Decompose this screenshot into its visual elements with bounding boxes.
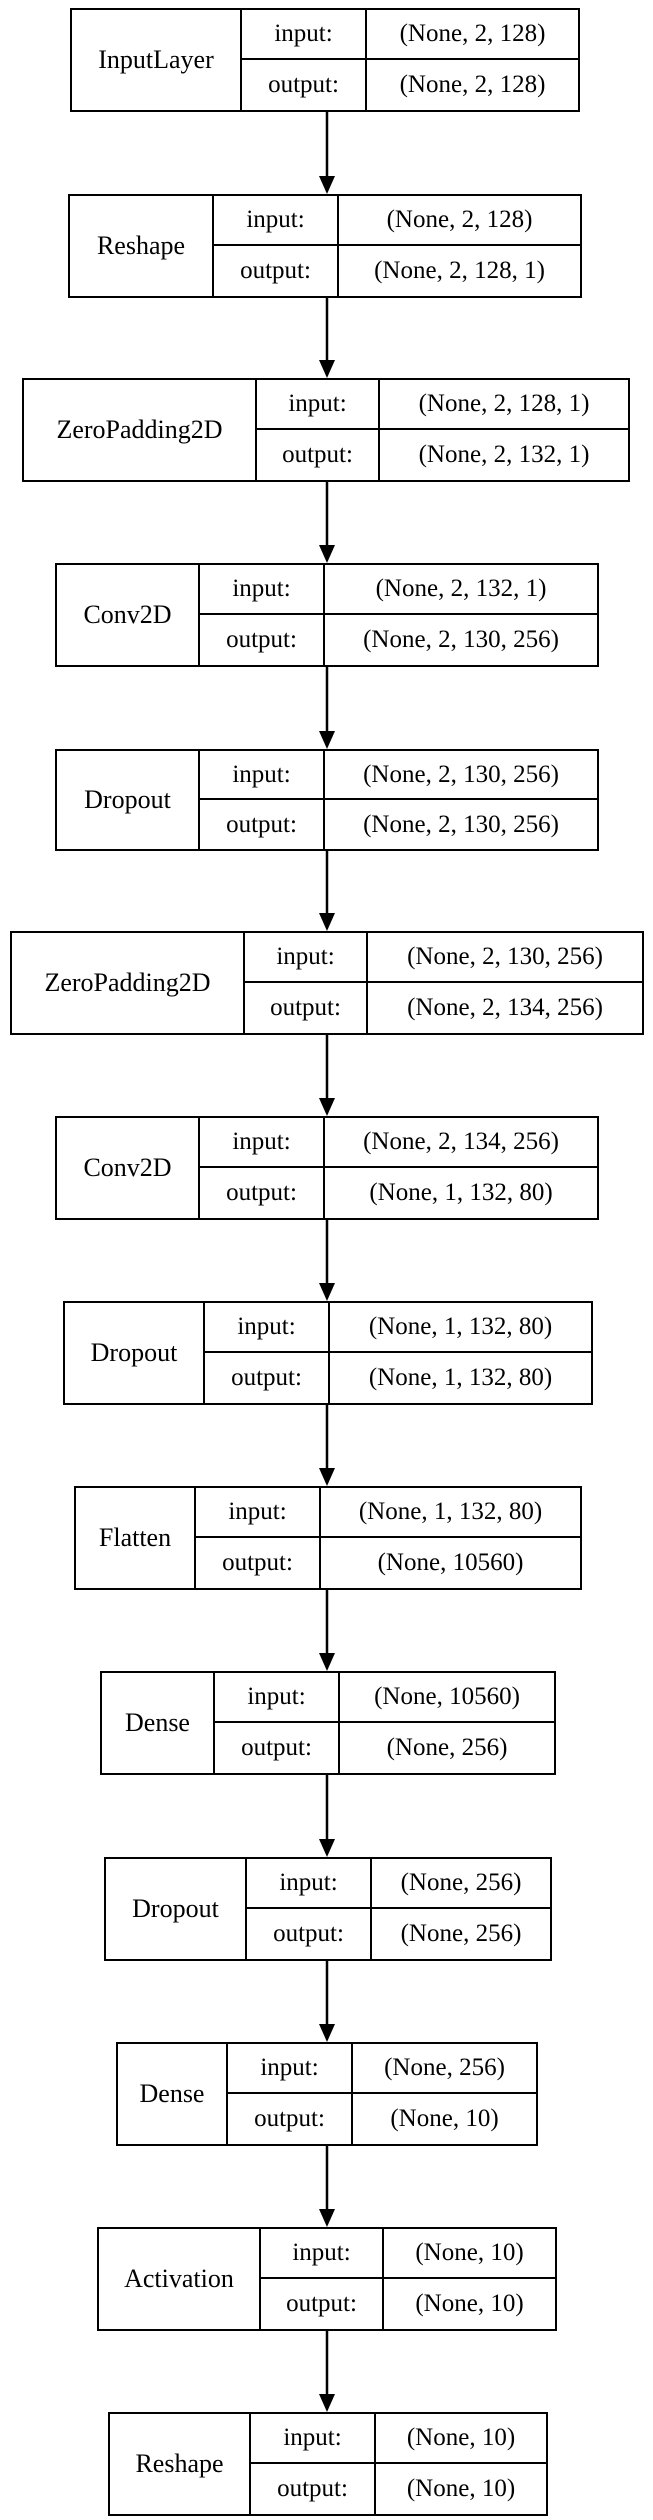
input-shape: (None, 2, 128) [367, 10, 578, 60]
input-shape: (None, 256) [372, 1859, 550, 1909]
layer-name: InputLayer [72, 10, 242, 110]
input-label: input: [200, 751, 325, 800]
arrowhead-icon [319, 360, 335, 378]
layer-node: Dropout input: (None, 2, 130, 256) output:(… [55, 749, 599, 851]
arrowhead-icon [319, 913, 335, 931]
input-shape: (None, 256) [353, 2044, 536, 2094]
layer-name: Reshape [70, 196, 214, 296]
layer-node: Dense input: (None, 256) output: (None, 10) [116, 2042, 538, 2146]
output-label: output: [214, 246, 339, 296]
layer-name: Dropout [57, 751, 200, 849]
input-label: input: [215, 1673, 340, 1723]
layer-name: Dense [102, 1673, 215, 1773]
output-shape: (None, 256) [386, 1734, 508, 1761]
layer-name: ZeroPadding2D [12, 933, 245, 1033]
layer-name: Dense [118, 2044, 228, 2144]
input-shape: (None, 2, 128) [339, 196, 580, 246]
input-label: input: [242, 10, 367, 60]
layer-node: ZeroPadding2D input: (None, 2, 128, 1) outp… [22, 378, 630, 482]
layer-name: ZeroPadding2D [24, 380, 257, 480]
output-label: output: [215, 1723, 340, 1773]
arrowhead-icon [319, 2209, 335, 2227]
input-shape: (None, 10560) [340, 1673, 554, 1723]
layer-node: Dropout input: (None, 256) output: (None, 25… [104, 1857, 552, 1961]
input-label: input: [261, 2229, 384, 2279]
output-shape: (None, 2, 134, 256) [407, 994, 603, 1021]
arrowhead-icon [319, 2394, 335, 2412]
output-label: output: [200, 615, 325, 665]
input-label: input: [200, 1118, 325, 1168]
output-shape: (None, 256) [400, 1920, 522, 1947]
layer-name: Flatten [76, 1488, 196, 1588]
input-shape: (None, 2, 130, 256) [325, 751, 597, 800]
output-shape: (None, 2, 130, 256) [363, 810, 559, 838]
arrowhead-icon [319, 545, 335, 563]
layer-name: Conv2D [57, 1118, 200, 1218]
input-label: input: [228, 2044, 353, 2094]
output-shape: (None, 2, 128, 1) [374, 257, 545, 284]
input-shape: (None, 10) [376, 2414, 546, 2464]
output-label: output: [228, 2094, 353, 2144]
input-label: input: [245, 933, 368, 983]
output-shape: (None, 10) [415, 2290, 524, 2317]
output-shape: (None, 2, 132, 1) [418, 441, 590, 468]
arrowhead-icon [319, 1098, 335, 1116]
layer-name: Reshape [110, 2414, 251, 2514]
layer-node: Dense input: (None, 10560) output: (None, 25… [100, 1671, 556, 1775]
input-shape: (None, 2, 134, 256) [325, 1118, 597, 1168]
output-shape: (None, 1, 132, 80) [368, 1364, 553, 1391]
arrowhead-icon [319, 1653, 335, 1671]
output-shape: (None, 2, 130, 256) [363, 626, 559, 653]
input-shape: (None, 2, 128, 1) [380, 380, 628, 430]
layer-node: Activation input: (None, 10) output: (None, … [97, 2227, 557, 2331]
output-label: output: [257, 430, 380, 480]
layer-node: Conv2D input: (None, 2, 134, 256) output: (N… [55, 1116, 599, 1220]
input-label: input: [247, 1859, 372, 1909]
output-label: output: [261, 2279, 384, 2329]
layer-node: Reshape input: (None, 10) output: (None, 10) [108, 2412, 548, 2516]
output-shape: (None, 10) [390, 2105, 499, 2132]
output-label: output: [200, 800, 325, 849]
arrowhead-icon [319, 2024, 335, 2042]
output-shape: (None, 1, 132, 80) [369, 1179, 553, 1206]
input-label: input: [196, 1488, 321, 1538]
output-shape: (None, 2, 128) [399, 71, 546, 98]
input-shape: (None, 2, 132, 1) [325, 565, 597, 615]
layer-node: ZeroPadding2D input: (None, 2, 130, 256) ou… [10, 931, 644, 1035]
arrowhead-icon [319, 1283, 335, 1301]
output-label: output: [247, 1909, 372, 1959]
output-shape: (None, 10) [406, 2475, 516, 2502]
arrowhead-icon [319, 1839, 335, 1857]
output-label: output: [245, 983, 368, 1033]
output-shape: (None, 10560) [377, 1549, 524, 1576]
input-label: input: [257, 380, 380, 430]
layer-node: Flatten input: (None, 1, 132, 80) output: (N… [74, 1486, 582, 1590]
layer-node: Reshape input: (None, 2, 128) output: (None,… [68, 194, 582, 298]
layer-name: Conv2D [57, 565, 200, 665]
output-label: output: [196, 1538, 321, 1588]
arrowhead-icon [319, 1468, 335, 1486]
layer-node: Dropout input: (None, 1, 132, 80) output: (N… [63, 1301, 593, 1405]
output-label: output: [200, 1168, 325, 1218]
layer-name: Activation [99, 2229, 261, 2329]
output-label: output: [242, 60, 367, 110]
input-shape: (None, 1, 132, 80) [330, 1303, 591, 1353]
output-label: output: [251, 2464, 376, 2514]
input-label: input: [200, 565, 325, 615]
arrowhead-icon [319, 176, 335, 194]
layer-node: Conv2D input: (None, 2, 132, 1) output: (Non… [55, 563, 599, 667]
arrowhead-icon [319, 731, 335, 749]
layer-name: Dropout [106, 1859, 247, 1959]
input-label: input: [251, 2414, 376, 2464]
input-label: input: [214, 196, 339, 246]
layer-node: InputLayer input: (None, 2, 128) output: (No… [70, 8, 580, 112]
output-label: output: [205, 1353, 330, 1403]
layer-name: Dropout [65, 1303, 205, 1403]
input-shape: (None, 1, 132, 80) [321, 1488, 580, 1538]
input-shape: (None, 2, 130, 256) [368, 933, 642, 983]
input-shape: (None, 10) [384, 2229, 555, 2279]
input-label: input: [205, 1303, 330, 1353]
